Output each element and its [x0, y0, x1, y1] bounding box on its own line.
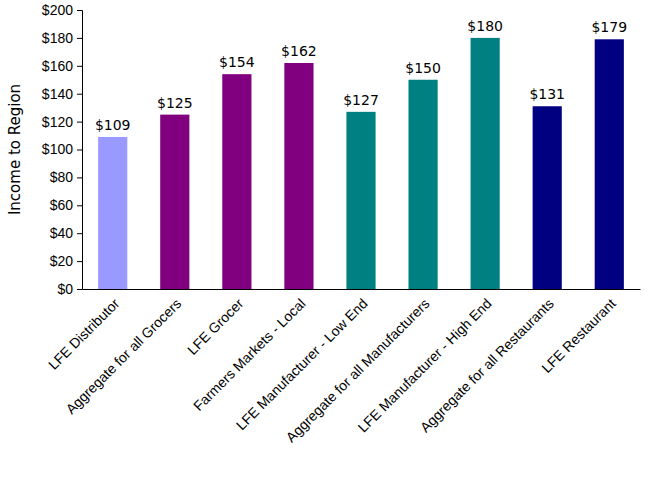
y-tick-mark — [77, 205, 82, 206]
y-tick-label: $180 — [42, 30, 73, 46]
y-tick-mark — [77, 66, 82, 67]
x-tick-label: Aggregate for all Grocers — [62, 295, 184, 417]
y-tick-label: $100 — [42, 141, 73, 157]
y-tick-label: $40 — [50, 225, 74, 241]
plot-area: $0 $20 $40 $60 $80 $100 $120 $140 $160 $180 $200 LF… — [42, 2, 641, 445]
bar — [408, 80, 437, 289]
bar — [533, 106, 562, 289]
data-label: $180 — [467, 18, 503, 34]
bar — [346, 112, 375, 289]
data-label: $162 — [281, 43, 317, 59]
y-tick-mark — [77, 233, 82, 234]
x-tick: Aggregate for all Grocers — [62, 295, 184, 417]
data-label: $125 — [157, 95, 193, 111]
y-tick-mark — [77, 150, 82, 151]
bar — [160, 115, 189, 289]
y-tick-label: $0 — [57, 281, 73, 297]
y-tick-label: $120 — [42, 114, 73, 130]
y-tick: $160 — [42, 58, 82, 74]
x-tick-label: LFE Restaurant — [538, 295, 619, 376]
data-label: $127 — [343, 92, 379, 108]
x-tick: LFE Manufacturer - Low End — [233, 295, 371, 433]
bar — [284, 63, 313, 289]
bar — [471, 38, 500, 289]
x-tick: LFE Manufacturer - High End — [355, 295, 495, 435]
y-tick: $80 — [50, 169, 82, 185]
y-tick-label: $60 — [50, 197, 74, 213]
x-tick-label: LFE Manufacturer - Low End — [233, 295, 371, 433]
y-tick-label: $160 — [42, 58, 73, 74]
y-tick: $60 — [50, 197, 82, 213]
bar — [595, 39, 624, 289]
y-tick: $120 — [42, 114, 82, 130]
y-tick: $180 — [42, 30, 82, 46]
y-tick-label: $20 — [50, 253, 74, 269]
x-tick-label: LFE Manufacturer - High End — [355, 295, 495, 435]
y-tick-mark — [77, 10, 82, 11]
x-tick: Farmers Markets - Local — [190, 295, 309, 414]
data-label: $131 — [529, 86, 565, 102]
data-label: $179 — [591, 19, 627, 35]
y-tick-mark — [77, 289, 82, 290]
y-axis-line — [77, 11, 83, 290]
y-tick: $200 — [42, 2, 82, 18]
x-tick-label: Farmers Markets - Local — [190, 295, 309, 414]
y-tick-mark — [77, 122, 82, 123]
x-tick: LFE Grocer — [184, 295, 247, 358]
y-tick: $100 — [42, 141, 82, 157]
data-label: $150 — [405, 60, 441, 76]
bar — [98, 137, 127, 289]
data-labels: $109 $125 $154 $162 $127 $150 $180 $131 $179 — [95, 18, 627, 133]
y-tick-mark — [77, 38, 82, 39]
x-tick: LFE Restaurant — [538, 295, 619, 376]
y-axis-title: Income to Region — [6, 84, 24, 215]
y-tick-mark — [77, 261, 82, 262]
y-tick-label: $80 — [50, 169, 74, 185]
y-tick-label: $140 — [42, 86, 73, 102]
x-axis-line — [83, 289, 641, 290]
x-tick: Aggregate for all Restaurants — [417, 295, 557, 435]
x-axis: LFE DistributorAggregate for all Grocers… — [45, 290, 641, 446]
y-tick-mark — [77, 94, 82, 95]
x-tick-label: LFE Grocer — [184, 295, 247, 358]
y-tick-mark — [77, 177, 82, 178]
chart: $0 $20 $40 $60 $80 $100 $120 $140 $160 $180 $200 LF… — [0, 0, 650, 503]
y-tick: $140 — [42, 86, 82, 102]
data-label: $154 — [219, 54, 255, 70]
y-axis: $0 $20 $40 $60 $80 $100 $120 $140 $160 $180 $200 — [42, 2, 83, 297]
bars — [98, 38, 624, 289]
y-tick: $0 — [57, 281, 82, 297]
y-tick: $40 — [50, 225, 82, 241]
y-tick: $20 — [50, 253, 82, 269]
data-label: $109 — [95, 117, 131, 133]
bar — [222, 74, 251, 289]
x-tick-label: Aggregate for all Restaurants — [417, 295, 557, 435]
y-tick-label: $200 — [42, 2, 73, 18]
